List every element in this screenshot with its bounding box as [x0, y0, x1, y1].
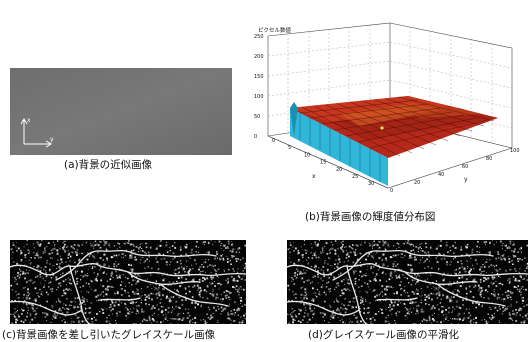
x-axis-label: x: [312, 173, 316, 180]
axis-x-label: x: [27, 117, 31, 124]
axes-arrow-icon: [20, 118, 52, 148]
y-tick-label: 0: [390, 188, 393, 194]
panel-a-image: x y: [10, 68, 232, 155]
y-tick-label: 20: [414, 180, 420, 186]
x-tick-label: 30: [368, 181, 374, 187]
z-tick-label: 250: [254, 34, 264, 40]
surface-plot: ピクセル数値 0 50 100 150 200 250 0 5 10 15 20 25 30 0 20 4…: [254, 22, 520, 194]
panel-a: x y: [10, 68, 232, 155]
x-tick-labels: 0 5 10 15 20 25 30: [272, 138, 374, 187]
x-tick-label: 25: [352, 174, 358, 180]
z-axis-title: ピクセル数値: [258, 26, 292, 34]
caption-a: (a)背景の近似画像: [64, 159, 153, 171]
x-tick-label: 0: [272, 138, 275, 144]
z-tick-label: 150: [254, 74, 264, 80]
caption-b: (b)背景画像の輝度値分布図: [305, 211, 436, 223]
y-axis-label: y: [464, 176, 468, 183]
panel-b: ピクセル数値 0 50 100 150 200 250 0 5 10 15 20 25 30 0 20 4…: [250, 18, 528, 208]
x-tick-label: 5: [288, 145, 291, 151]
panel-c: [9, 240, 248, 326]
z-tick-label: 50: [254, 114, 260, 120]
caption-d: (d)グレイスケール画像の平滑化: [308, 329, 460, 341]
axis-y-label: y: [50, 136, 54, 143]
z-tick-label: 100: [254, 94, 264, 100]
x-tick-label: 15: [320, 160, 326, 166]
x-tick-label: 10: [304, 152, 310, 158]
y-tick-label: 60: [462, 164, 468, 170]
panel-d: [286, 240, 528, 326]
panel-c-image: [9, 240, 248, 326]
panel-d-image: [286, 240, 528, 326]
y-tick-label: 80: [486, 156, 492, 162]
y-tick-labels: 0 20 40 60 80 100: [390, 148, 520, 194]
y-tick-label: 100: [510, 148, 520, 154]
surface-mesh: [290, 96, 498, 186]
z-tick-labels: 0 50 100 150 200 250: [254, 34, 264, 140]
z-tick-label: 200: [254, 54, 264, 60]
z-tick-label: 0: [254, 134, 257, 140]
caption-c: (c)背景画像を差し引いたグレイスケール画像: [2, 329, 216, 341]
y-tick-label: 40: [438, 172, 444, 178]
x-tick-label: 20: [336, 167, 342, 173]
